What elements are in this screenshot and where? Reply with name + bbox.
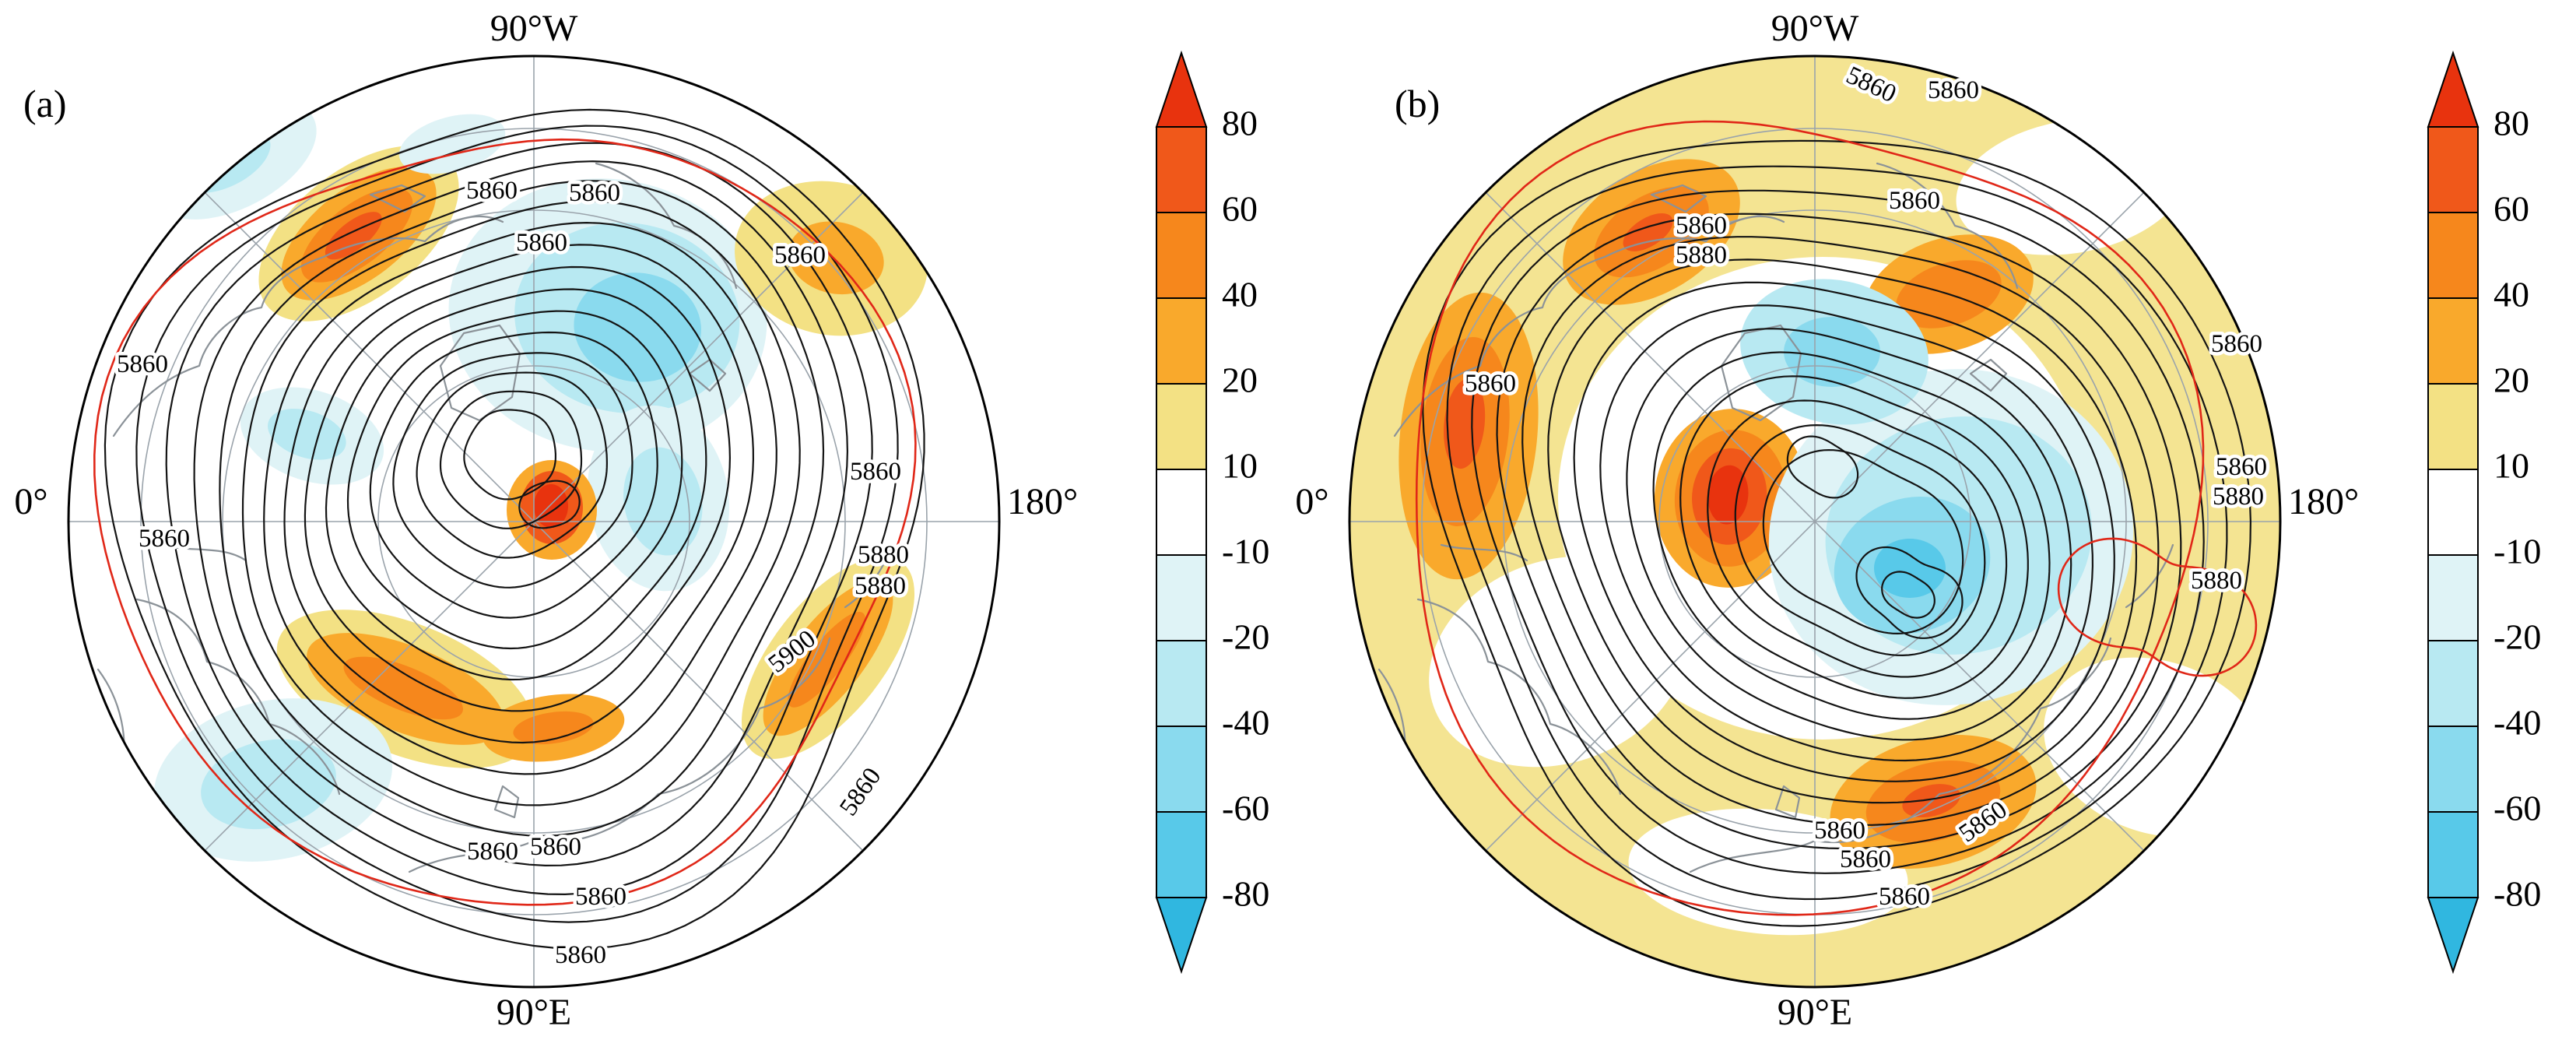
panel-label-b: (b) (1395, 82, 1440, 125)
svg-text:-80: -80 (1222, 874, 1269, 914)
red-contour-b (1415, 120, 2258, 916)
map-boundary-a (67, 54, 1001, 989)
svg-text:5880: 5880 (2213, 483, 2264, 511)
contour-labels-a: 5860 5860 5860 5860 5860 5860 5860 5880 … (114, 174, 913, 973)
svg-text:5860: 5860 (1676, 212, 1727, 240)
axis-label-bottom-b: 90°E (1778, 992, 1853, 1033)
axis-label-right-a: 180° (1007, 481, 1078, 522)
svg-text:-60: -60 (2494, 789, 2541, 828)
svg-text:5860: 5860 (2216, 453, 2267, 481)
colorbar-cells-b (2427, 50, 2479, 975)
panel-label-a: (a) (23, 82, 67, 125)
svg-text:5880: 5880 (858, 541, 909, 569)
svg-text:5860: 5860 (1840, 845, 1891, 873)
svg-text:5860: 5860 (467, 838, 518, 866)
svg-text:10: 10 (2494, 446, 2529, 486)
svg-text:20: 20 (2494, 360, 2529, 400)
svg-text:80: 80 (2494, 104, 2529, 143)
svg-text:5860: 5860 (569, 179, 620, 207)
svg-text:-20: -20 (1222, 617, 1269, 657)
red-contour-a (93, 138, 917, 906)
svg-text:40: 40 (2494, 275, 2529, 314)
svg-text:5860: 5860 (575, 883, 626, 911)
axis-label-bottom-a: 90°E (497, 992, 572, 1033)
colorbar-cells-a (1155, 50, 1208, 975)
height-contours-b (1422, 139, 2252, 927)
svg-text:60: 60 (1222, 189, 1258, 229)
svg-text:5880: 5880 (855, 572, 906, 600)
svg-text:10: 10 (1222, 446, 1258, 486)
map-panel-b: (b) 90°W 90°E 0° 180° (1295, 8, 2359, 1033)
svg-text:5860: 5860 (139, 525, 190, 553)
svg-text:5880: 5880 (1676, 241, 1727, 269)
svg-text:5860: 5860 (555, 941, 606, 969)
svg-text:5860: 5860 (1928, 76, 1979, 104)
colorbar-b: 80 60 40 20 10 -10 -20 -40 -60 -80 (2427, 50, 2541, 975)
svg-text:80: 80 (1222, 104, 1258, 143)
svg-text:5860: 5860 (466, 177, 518, 205)
svg-text:-10: -10 (1222, 532, 1269, 571)
svg-text:5860: 5860 (1465, 370, 1516, 398)
axis-label-right-b: 180° (2288, 481, 2359, 522)
svg-text:-10: -10 (2494, 532, 2541, 571)
svg-text:-20: -20 (2494, 617, 2541, 657)
svg-text:20: 20 (1222, 360, 1258, 400)
svg-text:-40: -40 (2494, 703, 2541, 743)
axis-label-top-b: 90°W (1771, 8, 1859, 49)
svg-text:5860: 5860 (1814, 817, 1865, 845)
svg-text:40: 40 (1222, 275, 1258, 314)
svg-text:5880: 5880 (2191, 567, 2242, 595)
map-boundary-b (1348, 54, 2282, 989)
svg-text:5860: 5860 (2211, 330, 2262, 358)
svg-text:60: 60 (2494, 189, 2529, 229)
map-panel-a: (a) 90°W 90°E 0° 180° (14, 8, 1078, 1033)
svg-text:5860: 5860 (516, 229, 567, 257)
svg-text:-40: -40 (1222, 703, 1269, 743)
svg-text:-80: -80 (2494, 874, 2541, 914)
svg-text:5860: 5860 (1879, 883, 1930, 911)
graticule-b (1349, 56, 2280, 987)
svg-text:5860: 5860 (850, 458, 901, 486)
colorbar-tick-labels-b: 80 60 40 20 10 -10 -20 -40 -60 -80 (2494, 104, 2541, 914)
axis-label-top-a: 90°W (490, 8, 578, 49)
colorbar-tick-labels-a: 80 60 40 20 10 -10 -20 -40 -60 -80 (1222, 104, 1269, 914)
colorbar-a: 80 60 40 20 10 -10 -20 -40 -60 -80 (1155, 50, 1269, 975)
svg-text:5860: 5860 (1889, 187, 1940, 215)
contour-labels-b: 5860 5860 5860 5860 5880 5860 5860 5880 … (1462, 58, 2271, 914)
svg-text:-60: -60 (1222, 789, 1269, 828)
axis-label-left-a: 0° (14, 481, 47, 522)
height-contours-a (104, 108, 925, 950)
svg-text:5860: 5860 (530, 833, 581, 861)
axis-label-left-b: 0° (1295, 481, 1328, 522)
svg-text:5860: 5860 (774, 241, 826, 269)
svg-text:5860: 5860 (117, 350, 168, 378)
